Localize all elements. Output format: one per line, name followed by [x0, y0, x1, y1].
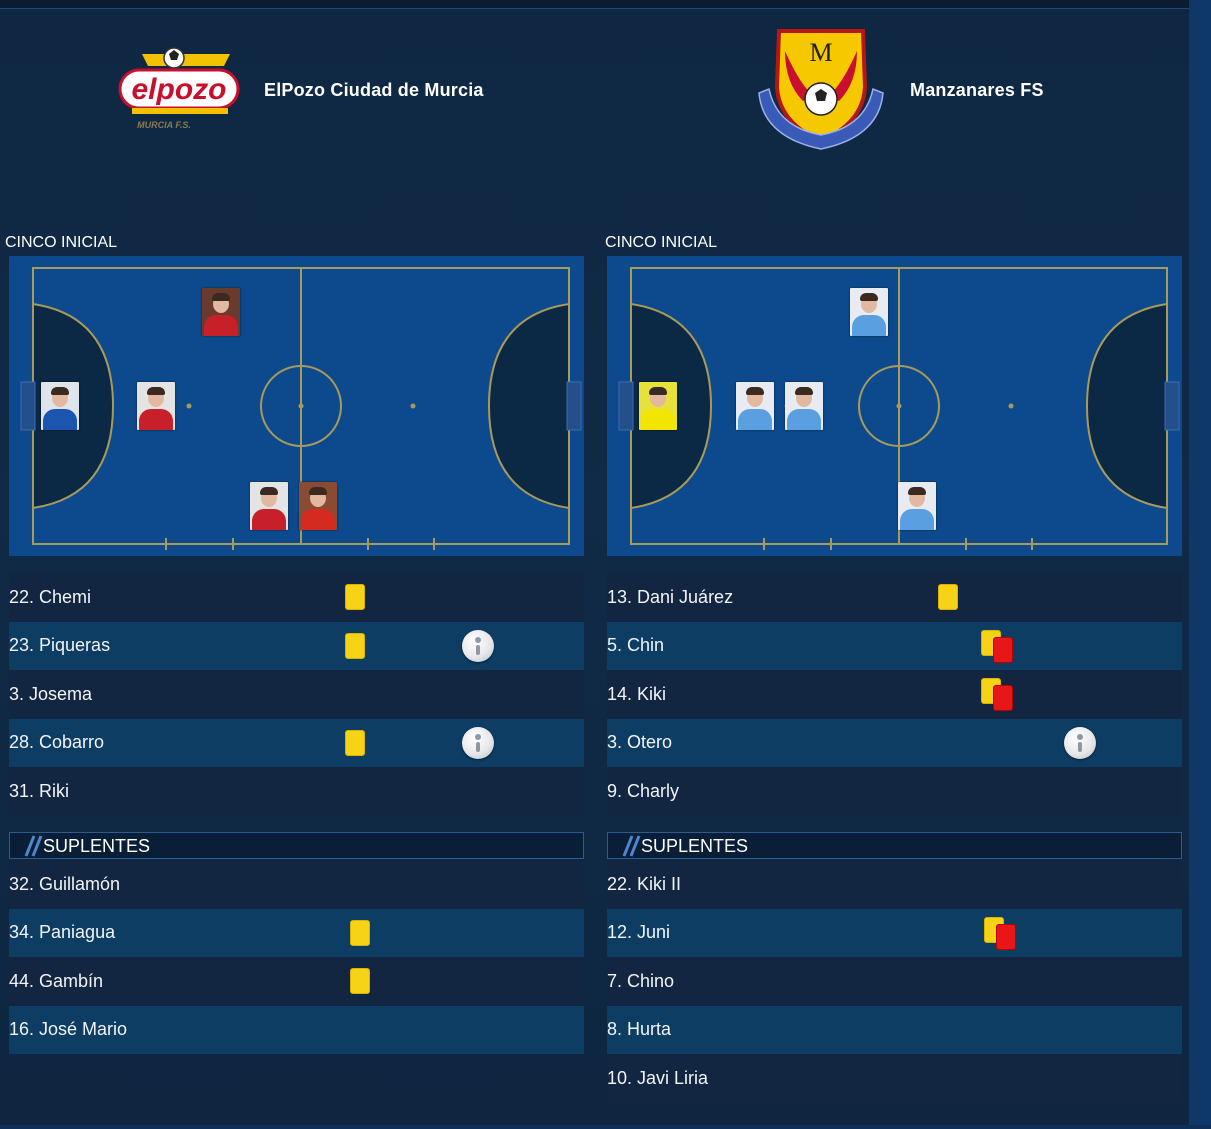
yellow-card-icon [345, 584, 365, 610]
list-item[interactable]: 8. Hurta [607, 1005, 1182, 1054]
player-name: 44. Gambín [9, 970, 104, 991]
player-name: 3. Josema [9, 683, 93, 704]
manzanares-logo: M [758, 29, 884, 150]
slashes-icon [24, 835, 43, 857]
red-card-icon [981, 629, 1017, 664]
player-photo[interactable] [202, 288, 240, 336]
home-starting-label: CINCO INICIAL [5, 234, 118, 251]
player-name: 8. Hurta [607, 1019, 672, 1040]
list-item[interactable]: 14. Kiki [607, 670, 1182, 719]
scrollbar[interactable] [1189, 0, 1211, 1129]
away-starting-list: 13. Dani Juárez 5. Chin 14. Kiki 3. Oter… [607, 573, 1182, 816]
away-team-header: M Manzanares FS [755, 20, 1044, 160]
player-name: 12. Juni [607, 922, 671, 943]
player-photo[interactable] [41, 382, 79, 430]
list-item[interactable]: 3. Otero [607, 718, 1182, 767]
top-bar [0, 0, 1211, 9]
list-item[interactable]: 5. Chin [607, 621, 1182, 670]
player-name: 3. Otero [607, 732, 673, 753]
futsal-court [9, 256, 584, 556]
svg-text:M: M [809, 38, 832, 67]
player-name: 23. Piqueras [9, 635, 111, 656]
player-name: 22. Chemi [9, 586, 92, 607]
list-item[interactable]: 31. Riki [9, 767, 584, 816]
player-name: 22. Kiki II [607, 873, 682, 894]
list-item[interactable]: 16. José Mario [9, 1005, 584, 1054]
home-team-header: elpozo MURCIA F.S. ElPozo Ciudad de Murc… [112, 20, 484, 160]
player-name: 31. Riki [9, 780, 70, 801]
list-item[interactable]: 44. Gambín [9, 957, 584, 1006]
home-subs-label: SUPLENTES [43, 836, 151, 856]
red-card-icon [984, 916, 1020, 951]
svg-text:MURCIA F.S.: MURCIA F.S. [137, 120, 191, 130]
player-name: 32. Guillamón [9, 873, 121, 894]
away-team-name[interactable]: Manzanares FS [910, 79, 1044, 100]
player-photo[interactable] [137, 382, 175, 430]
home-starting-list: 22. Chemi 23. Piqueras 3. Josema 28. Cob… [9, 573, 584, 816]
player-photo[interactable] [639, 382, 677, 430]
list-item[interactable]: 32. Guillamón [9, 860, 584, 909]
away-starting-label: CINCO INICIAL [605, 234, 718, 251]
substitution-icon [462, 726, 494, 759]
red-card-icon [981, 678, 1017, 712]
player-photo[interactable] [250, 482, 288, 530]
list-item[interactable]: 28. Cobarro [9, 718, 584, 767]
away-subs-label: SUPLENTES [641, 836, 749, 856]
player-name: 9. Charly [607, 780, 680, 801]
away-subs-list: 22. Kiki II 12. Juni 7. Chino 8. Hurta 1… [607, 860, 1182, 1103]
player-name: 34. Paniagua [9, 922, 116, 943]
futsal-court [607, 256, 1182, 556]
home-pitch [9, 256, 584, 556]
player-name: 10. Javi Liria [607, 1067, 709, 1088]
yellow-card-icon [938, 584, 958, 610]
list-item[interactable]: 22. Chemi [9, 573, 584, 622]
home-subs-header: SUPLENTES [9, 832, 584, 859]
elpozo-logo: elpozo MURCIA F.S. [118, 47, 240, 130]
player-name: 13. Dani Juárez [607, 586, 734, 607]
list-item[interactable]: 34. Paniagua [9, 908, 584, 957]
home-team-name[interactable]: ElPozo Ciudad de Murcia [264, 79, 484, 100]
list-item[interactable]: 23. Piqueras [9, 621, 584, 670]
player-photo[interactable] [299, 482, 337, 530]
player-name: 7. Chino [607, 970, 675, 991]
substitution-icon [462, 629, 494, 662]
player-name: 28. Cobarro [9, 732, 105, 753]
player-photo[interactable] [736, 382, 774, 430]
yellow-card-icon [345, 729, 365, 756]
list-item[interactable]: 22. Kiki II [607, 860, 1182, 909]
list-item[interactable]: 7. Chino [607, 957, 1182, 1006]
away-subs-header: SUPLENTES [607, 832, 1182, 859]
home-subs-list: 32. Guillamón 34. Paniagua 44. Gambín 16… [9, 860, 584, 1054]
slashes-icon [622, 835, 641, 857]
bottom-bar [0, 1125, 1211, 1129]
away-pitch [607, 256, 1182, 556]
player-name: 16. José Mario [9, 1019, 128, 1040]
list-item[interactable]: 3. Josema [9, 670, 584, 719]
player-photo[interactable] [850, 288, 888, 336]
yellow-card-icon [350, 968, 370, 994]
yellow-card-icon [345, 632, 365, 659]
list-item[interactable]: 12. Juni [607, 908, 1182, 957]
list-item[interactable]: 9. Charly [607, 767, 1182, 816]
substitution-icon [1064, 726, 1096, 759]
player-photo[interactable] [785, 382, 823, 430]
player-photo[interactable] [898, 482, 936, 530]
player-name: 14. Kiki [607, 683, 667, 704]
svg-text:elpozo: elpozo [132, 73, 227, 106]
yellow-card-icon [350, 919, 370, 946]
list-item[interactable]: 10. Javi Liria [607, 1054, 1182, 1103]
list-item[interactable]: 13. Dani Juárez [607, 573, 1182, 622]
player-name: 5. Chin [607, 635, 665, 656]
